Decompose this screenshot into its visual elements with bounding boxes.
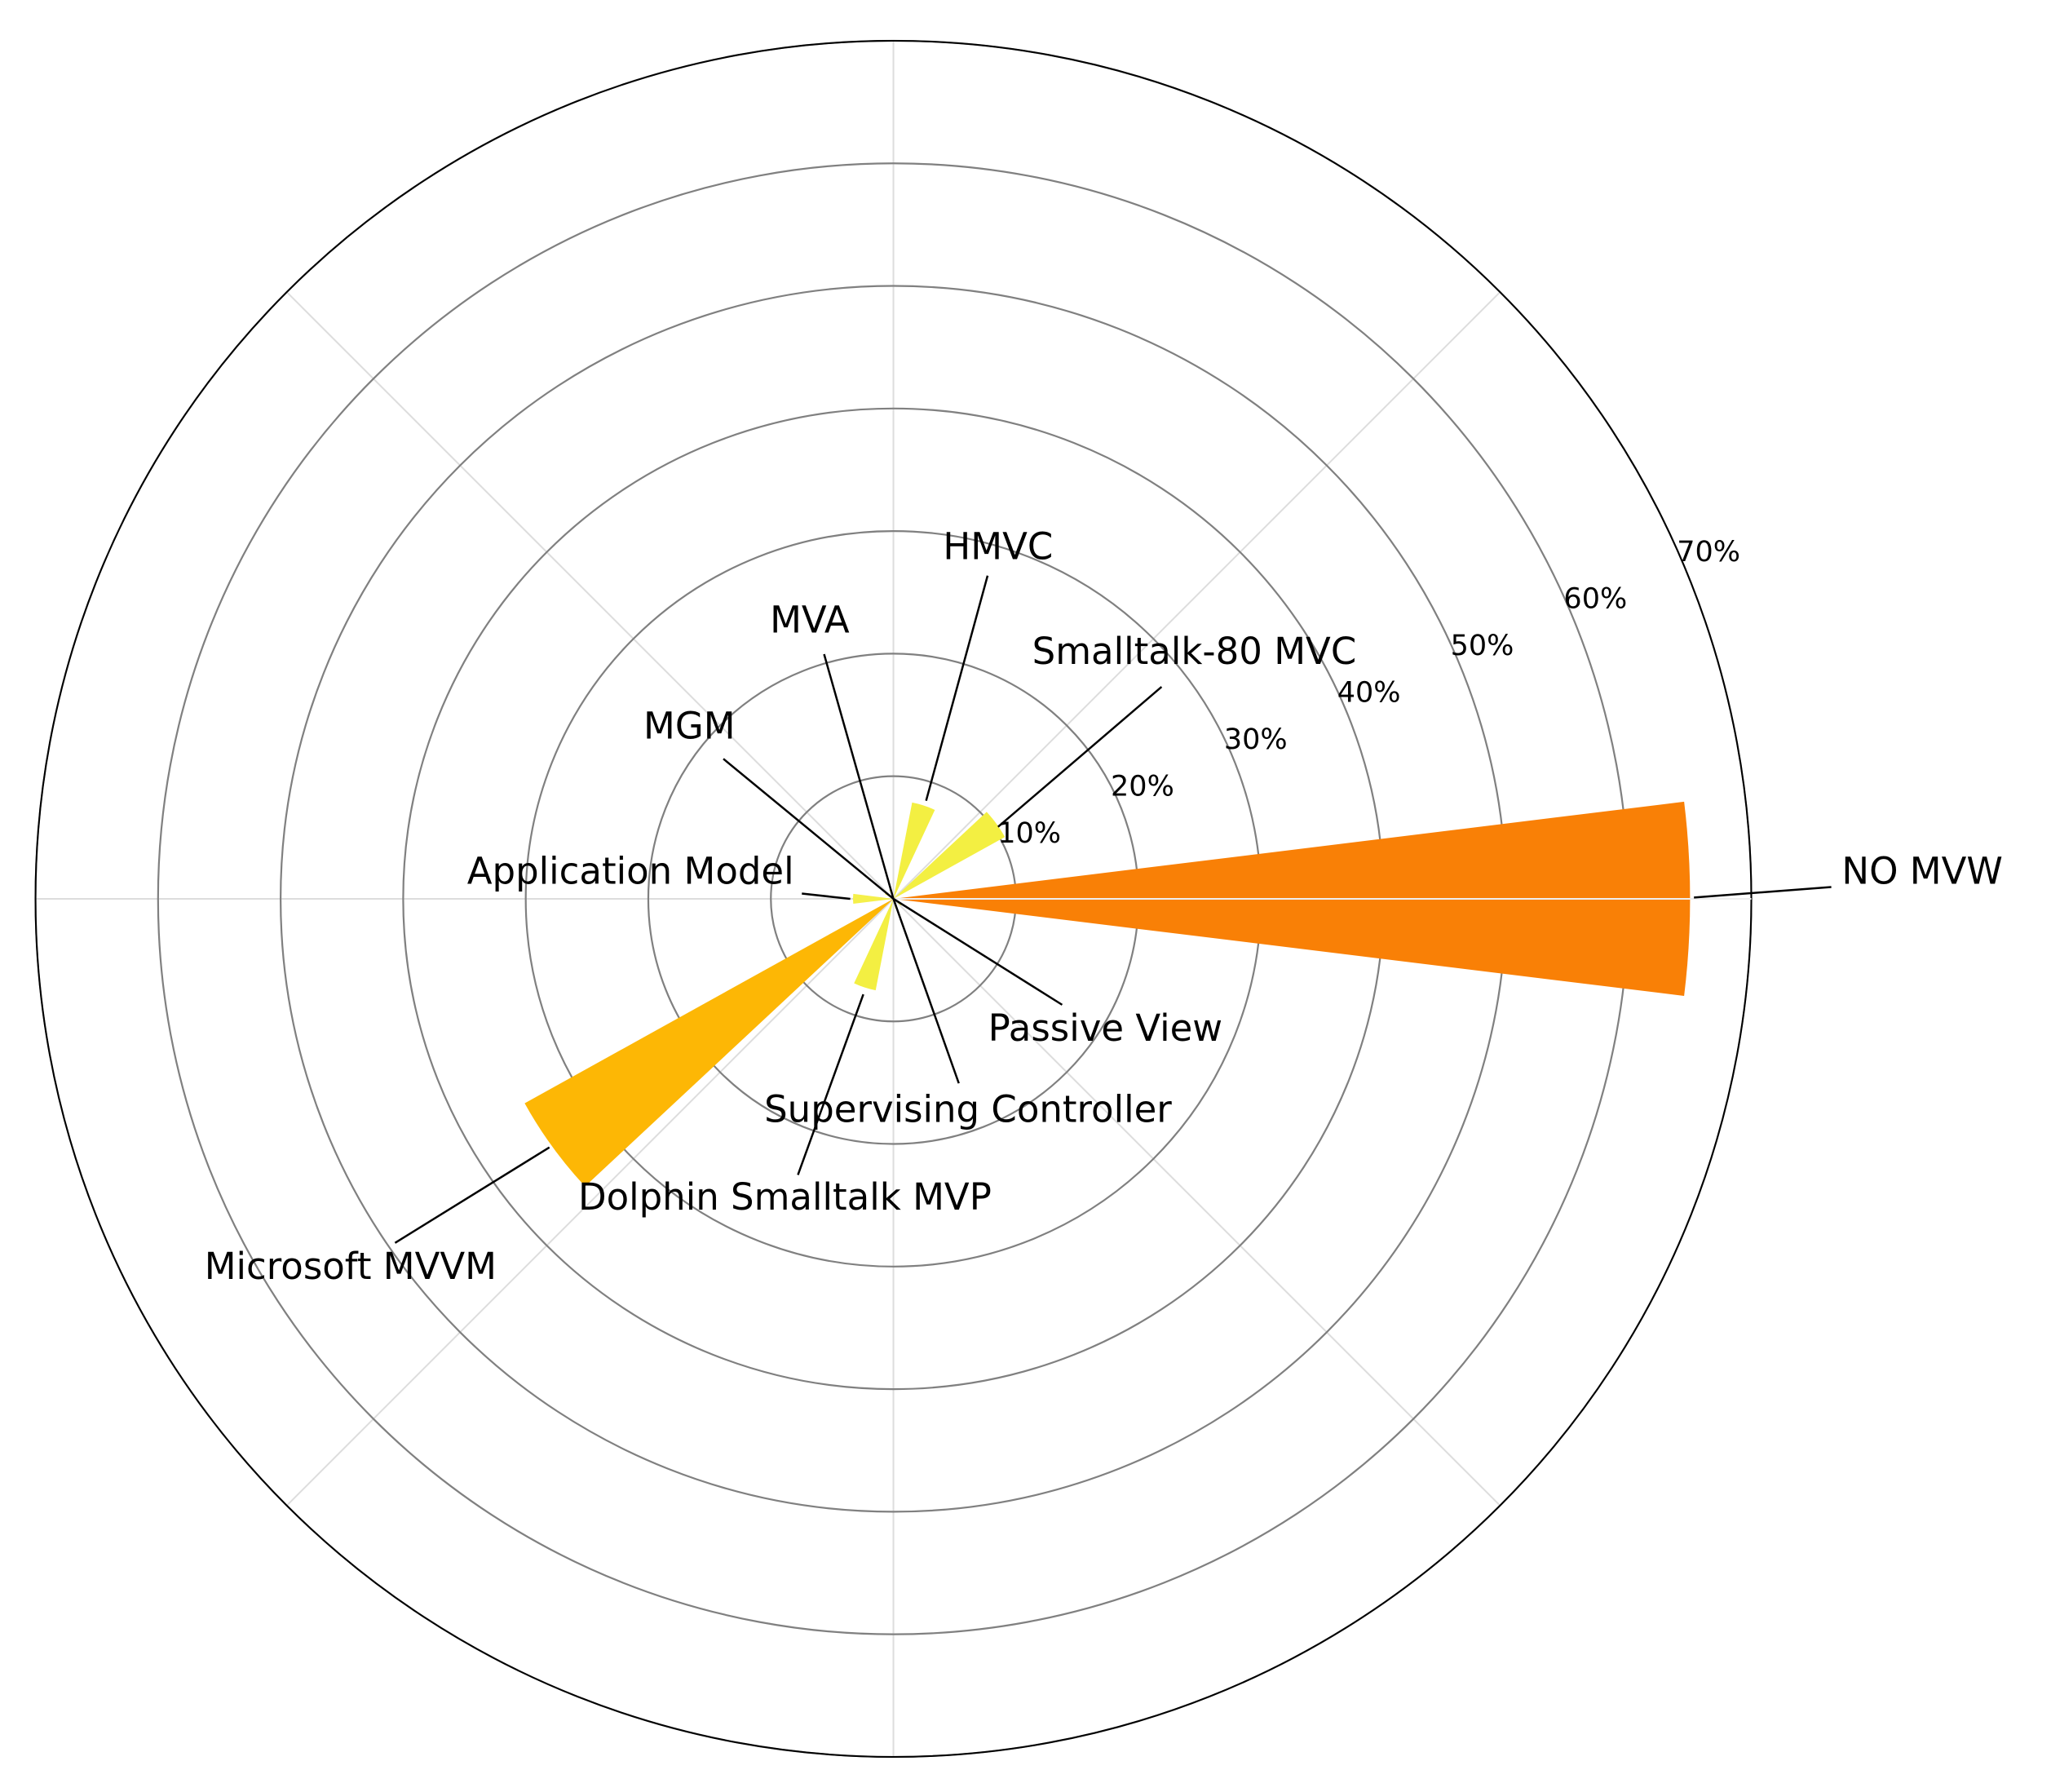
leader-line bbox=[823, 653, 895, 900]
leader-line bbox=[1694, 886, 1832, 899]
bar bbox=[524, 898, 894, 1187]
leader-line bbox=[892, 898, 960, 1084]
angular-grid-line bbox=[285, 898, 895, 1507]
category-label: Application Model bbox=[467, 849, 794, 892]
r-tick-label: 20% bbox=[1111, 770, 1174, 803]
category-label: Supervising Controller bbox=[764, 1087, 1172, 1131]
leader-line bbox=[892, 897, 1063, 1006]
r-tick-label: 50% bbox=[1451, 630, 1514, 662]
bar bbox=[893, 802, 935, 899]
bar bbox=[852, 893, 894, 904]
angular-grid-line bbox=[892, 898, 1501, 1507]
category-label: NO MVW bbox=[1841, 849, 2003, 892]
category-label: Smalltalk-80 MVC bbox=[1032, 630, 1357, 673]
category-label: Dolphin Smalltalk MVP bbox=[578, 1175, 992, 1219]
r-tick-label: 70% bbox=[1677, 536, 1740, 569]
angular-grid-line bbox=[285, 291, 895, 900]
category-label: MGM bbox=[643, 704, 736, 747]
r-tick-label: 10% bbox=[997, 817, 1061, 850]
leader-line bbox=[797, 993, 864, 1175]
leader-line bbox=[394, 1146, 550, 1244]
category-label: MVA bbox=[770, 599, 850, 642]
category-label: Microsoft MVVM bbox=[205, 1245, 497, 1288]
bar bbox=[893, 812, 1006, 899]
category-label: Passive View bbox=[988, 1007, 1223, 1050]
leader-line bbox=[997, 686, 1163, 828]
r-tick-label: 40% bbox=[1337, 676, 1401, 709]
r-tick-label: 30% bbox=[1224, 723, 1288, 756]
bar bbox=[854, 898, 894, 991]
category-label: HMVC bbox=[943, 525, 1053, 569]
r-tick-label: 60% bbox=[1563, 582, 1627, 615]
leader-line bbox=[925, 575, 989, 801]
leader-line bbox=[723, 758, 895, 900]
leader-line bbox=[802, 892, 851, 900]
angular-grid-line bbox=[892, 291, 1501, 900]
